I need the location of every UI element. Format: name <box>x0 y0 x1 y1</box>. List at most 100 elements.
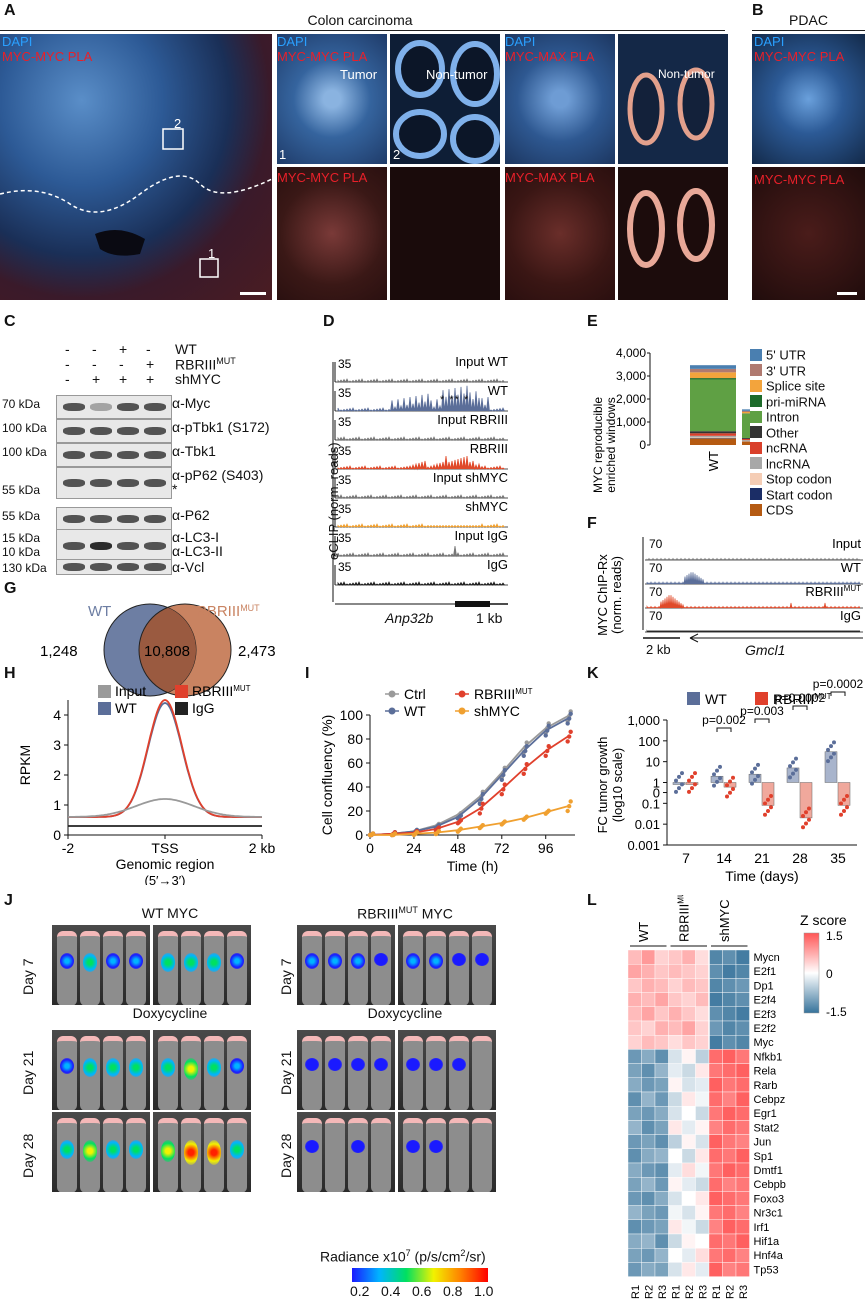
l-heat-cell <box>708 1162 723 1178</box>
j-signal-blob <box>230 1058 244 1074</box>
a-mm-dapi: DAPI <box>277 34 308 49</box>
g-mut-sup: MUT <box>240 603 260 613</box>
i-data-point <box>545 748 550 754</box>
j-signal-blob <box>406 1058 420 1071</box>
l-heat-cell <box>627 1191 642 1206</box>
l-heat-cell <box>735 1006 750 1022</box>
i-data-point <box>480 801 486 806</box>
c-band <box>144 451 166 459</box>
j-mouse-body <box>227 1118 247 1192</box>
j-signal-blob <box>429 1140 443 1153</box>
k-data-point <box>845 805 849 810</box>
panel-label-h: H <box>4 665 16 682</box>
e-bar-segment <box>690 438 736 445</box>
c-band <box>117 563 139 571</box>
j-mouse-body <box>302 1036 322 1110</box>
j-mouse-body <box>181 931 201 1005</box>
c-band <box>144 563 166 571</box>
j-mouse-body <box>57 931 77 1005</box>
c-band <box>117 515 139 523</box>
j-wt-doxy: Doxycycline <box>132 1005 208 1021</box>
l-row-label: Foxo3 <box>754 1193 785 1205</box>
l-heat-cell <box>681 1219 696 1235</box>
k-data-point <box>718 776 722 781</box>
l-heat-cell <box>627 1105 642 1121</box>
c-blot-strip <box>56 395 172 419</box>
l-heat-cell <box>668 1006 683 1022</box>
f-track-signal <box>646 595 861 610</box>
c-band <box>90 451 112 459</box>
k-data-point <box>687 778 691 783</box>
c-condition-label: RBRIIIMUT <box>175 356 236 373</box>
l-heat-cell <box>641 1105 656 1121</box>
l-heat-cell <box>695 1191 710 1206</box>
k-data-point <box>804 821 808 826</box>
c-mark: - <box>65 341 70 357</box>
j-mut-day21: Day 21 <box>278 1050 294 1095</box>
j-mouse-body <box>158 931 178 1005</box>
j-radiance-label: Radiance x107 (p/s/cm2/sr) <box>320 1248 486 1265</box>
panel-b-title: PDAC <box>789 12 828 28</box>
l-heat-cell <box>654 1091 669 1107</box>
l-group-label: RBRIIIMUT <box>677 895 692 942</box>
panel-label-e: E <box>587 313 598 330</box>
f-track-label: Input <box>832 536 861 551</box>
c-band <box>63 542 85 550</box>
f-track-label: RBRIIIMUT <box>805 584 861 599</box>
k-data-point <box>674 789 678 794</box>
l-heat-cell <box>735 949 750 965</box>
k-data-point <box>807 817 811 822</box>
h-ylabel: RPKM <box>17 745 33 785</box>
k-data-point <box>677 774 681 779</box>
l-heat-cell <box>722 1262 737 1277</box>
l-heat-cell <box>627 1219 642 1235</box>
j-mouse-image <box>52 1030 150 1110</box>
k-data-point <box>766 797 770 802</box>
l-heat-cell <box>668 1205 683 1221</box>
l-heat-cell <box>681 1177 696 1192</box>
k-data-point <box>832 751 836 756</box>
d-track-signal <box>337 545 505 558</box>
k-data-point <box>687 789 691 794</box>
panel-label-d: D <box>323 313 335 330</box>
j-mouse-body <box>126 931 146 1005</box>
e-legend-item: Intron <box>750 408 799 424</box>
i-data-point <box>501 787 506 792</box>
j-mouse-body <box>449 1036 469 1110</box>
k-data-point <box>763 812 767 817</box>
i-data-point <box>458 813 464 818</box>
j-mouse-body <box>103 931 123 1005</box>
l-heat-cell <box>668 978 683 993</box>
l-heat-cell <box>654 1120 669 1135</box>
d-track-label: RBRIII <box>470 441 508 456</box>
j-signal-blob <box>351 1140 365 1153</box>
k-data-point <box>839 801 843 806</box>
e-legend-label: Other <box>766 424 799 440</box>
e-ytick: 4,000 <box>616 346 646 360</box>
j-radiance-colorbar <box>352 1268 488 1282</box>
i-data-point <box>502 782 507 787</box>
h-legend-label: WT <box>115 700 137 716</box>
l-heat-cell <box>681 1134 696 1150</box>
e-legend-label: CDS <box>766 502 794 518</box>
f-track-scale: 70 <box>649 561 663 575</box>
k-ytick: 1,000 <box>627 713 660 728</box>
i-data-point <box>477 811 483 816</box>
k-bar <box>837 782 851 806</box>
b-pla: MYC-MYC PLA <box>754 49 845 64</box>
i-xlabel: Time (h) <box>447 858 499 874</box>
i-data-point <box>543 733 548 738</box>
j-mouse-body <box>371 931 391 1005</box>
i-data-point <box>523 766 528 772</box>
a-mx-pla: MYC-MAX PLA <box>505 49 595 64</box>
i-legend-dot <box>458 690 466 698</box>
f-gene-arrow <box>689 633 699 643</box>
i-data-point <box>479 796 484 802</box>
j-mouse-body <box>403 931 423 1005</box>
j-signal-blob <box>230 1140 244 1159</box>
i-data-point <box>565 808 570 814</box>
j-mouse-body <box>80 1118 100 1192</box>
b-pdac-merge: DAPI MYC-MYC PLA <box>752 34 865 164</box>
a-myc-max-nontumor-merge: Non-tumor <box>618 34 728 164</box>
